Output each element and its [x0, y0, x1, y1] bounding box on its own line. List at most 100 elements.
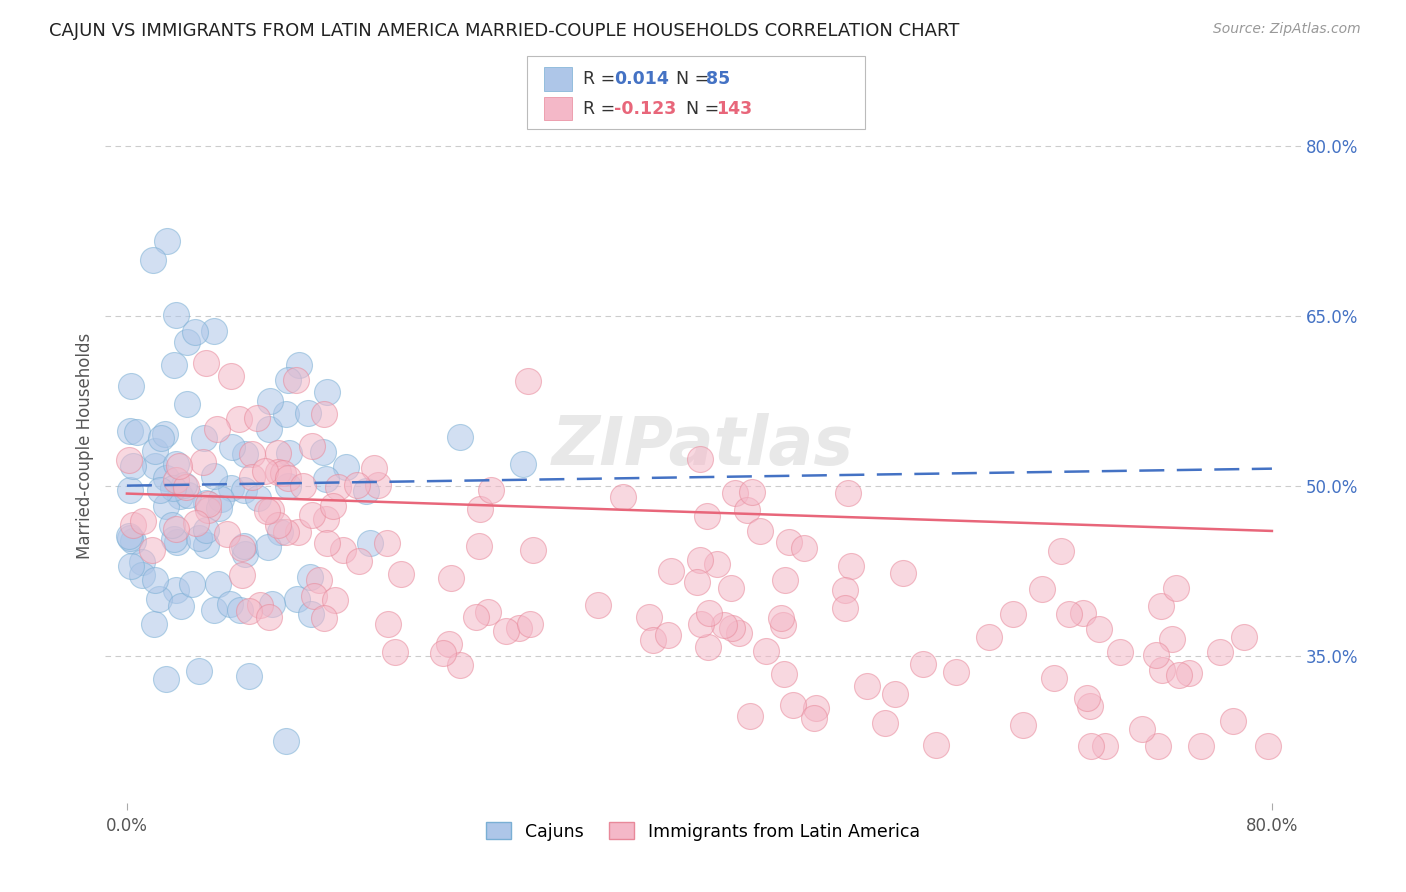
Point	[267, 517, 290, 532]
Text: ZIPatlas: ZIPatlas	[553, 413, 853, 479]
Point	[1178, 665, 1201, 680]
Point	[326, 480, 349, 494]
Point	[238, 669, 260, 683]
Point	[389, 567, 412, 582]
Point	[911, 657, 934, 671]
Point	[205, 422, 228, 436]
Point	[219, 369, 242, 384]
Point	[804, 701, 827, 715]
Point	[232, 539, 254, 553]
Point	[367, 478, 389, 492]
Point	[143, 573, 166, 587]
Point	[891, 566, 914, 580]
Point	[312, 407, 335, 421]
Point	[1164, 582, 1187, 596]
Point	[1059, 607, 1081, 621]
Point	[195, 356, 218, 370]
Point	[778, 535, 800, 549]
Point	[519, 616, 541, 631]
Point	[233, 447, 256, 461]
Point	[145, 458, 167, 473]
Point	[181, 577, 204, 591]
Point	[249, 598, 271, 612]
Point	[299, 607, 322, 622]
Point	[162, 518, 184, 533]
Point	[689, 452, 711, 467]
Point	[202, 602, 225, 616]
Point	[240, 470, 263, 484]
Point	[432, 646, 454, 660]
Point	[184, 325, 207, 339]
Point	[257, 609, 280, 624]
Point	[229, 603, 252, 617]
Point	[1108, 645, 1130, 659]
Point	[468, 539, 491, 553]
Point	[782, 698, 804, 713]
Point	[332, 542, 354, 557]
Text: N =: N =	[675, 100, 724, 118]
Point	[285, 592, 308, 607]
Point	[834, 583, 856, 598]
Point	[246, 411, 269, 425]
Point	[165, 309, 187, 323]
Point	[288, 358, 311, 372]
Point	[167, 458, 190, 473]
Point	[728, 625, 751, 640]
Point	[231, 541, 253, 556]
Y-axis label: Married-couple Households: Married-couple Households	[76, 333, 94, 559]
Point	[120, 531, 142, 545]
Point	[741, 485, 763, 500]
Point	[689, 552, 711, 566]
Point	[308, 573, 330, 587]
Point	[259, 394, 281, 409]
Point	[855, 680, 877, 694]
Point	[312, 611, 335, 625]
Point	[517, 374, 540, 388]
Point	[254, 464, 277, 478]
Point	[131, 568, 153, 582]
Point	[149, 483, 172, 498]
Point	[449, 658, 471, 673]
Point	[208, 501, 231, 516]
Point	[163, 359, 186, 373]
Point	[375, 536, 398, 550]
Point	[274, 525, 297, 540]
Point	[1071, 606, 1094, 620]
Point	[1080, 739, 1102, 754]
Point	[873, 715, 896, 730]
Point	[772, 617, 794, 632]
Point	[165, 457, 187, 471]
Point	[793, 541, 815, 555]
Point	[1043, 671, 1066, 685]
Point	[238, 604, 260, 618]
Point	[148, 591, 170, 606]
Point	[233, 548, 256, 562]
Point	[120, 483, 142, 497]
Point	[690, 617, 713, 632]
Point	[508, 621, 530, 635]
Text: CAJUN VS IMMIGRANTS FROM LATIN AMERICA MARRIED-COUPLE HOUSEHOLDS CORRELATION CHA: CAJUN VS IMMIGRANTS FROM LATIN AMERICA M…	[49, 22, 959, 40]
Point	[323, 593, 346, 607]
Point	[1031, 582, 1053, 596]
Text: R =: R =	[583, 70, 621, 88]
Point	[169, 489, 191, 503]
Point	[165, 473, 187, 487]
Point	[165, 522, 187, 536]
Point	[162, 481, 184, 495]
Point	[724, 486, 747, 500]
Point	[586, 598, 609, 612]
Point	[202, 468, 225, 483]
Point	[269, 524, 291, 539]
Point	[188, 532, 211, 546]
Text: -0.123: -0.123	[614, 100, 676, 118]
Point	[834, 601, 856, 615]
Point	[1130, 722, 1153, 736]
Point	[837, 485, 859, 500]
Point	[737, 503, 759, 517]
Point	[127, 425, 149, 439]
Point	[335, 459, 357, 474]
Point	[301, 508, 323, 522]
Point	[659, 564, 682, 578]
Text: 85: 85	[706, 70, 730, 88]
Point	[231, 567, 253, 582]
